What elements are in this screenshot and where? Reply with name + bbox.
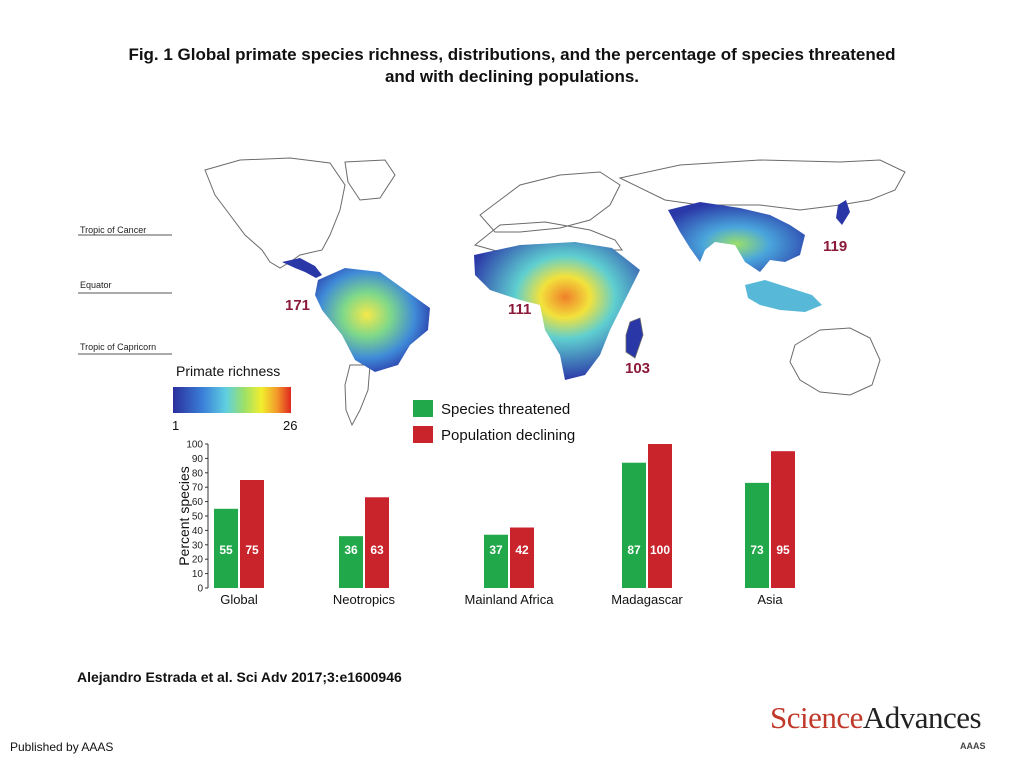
central-america-richness [282, 258, 322, 278]
greenland-outline [344, 159, 396, 201]
y-tick-label: 90 [192, 454, 204, 465]
legend-swatch-threatened [413, 400, 433, 417]
publisher-credit: Published by AAAS [10, 740, 114, 754]
x-category-label: Mainland Africa [465, 592, 555, 607]
richness-color-scale [173, 387, 291, 413]
tropic-of-capricorn-label: Tropic of Capricorn [80, 342, 156, 352]
x-category-label: Global [220, 592, 258, 607]
richness-legend: Primate richness 1 26 [172, 363, 297, 433]
y-axis-label: Percent species [176, 466, 192, 566]
bar-threatened-asia [745, 482, 769, 588]
bar-value-label: 42 [515, 543, 529, 557]
logo-word-science: Science [770, 700, 863, 735]
tropic-of-cancer-label: Tropic of Cancer [80, 225, 146, 235]
bar-declining-neotropics [365, 497, 389, 588]
world-map [204, 157, 906, 427]
latitude-references: Tropic of Cancer Equator Tropic of Capri… [78, 225, 172, 355]
bar-value-label: 75 [245, 543, 259, 557]
richness-legend-title: Primate richness [176, 363, 280, 379]
bar-threatened-mainland-africa [484, 534, 508, 588]
asia-richness [668, 202, 805, 272]
x-category-label: Neotropics [333, 592, 396, 607]
figure-title-line-1: Fig. 1 Global primate species richness, … [128, 45, 896, 64]
bar-value-label: 73 [750, 543, 764, 557]
aaas-mark: AAAS [960, 741, 986, 751]
southeast-asia-islands-richness [745, 280, 822, 312]
legend-label-declining: Population declining [441, 427, 575, 444]
y-tick-label: 20 [192, 555, 204, 566]
madagascar-richness [625, 317, 644, 359]
richness-legend-max: 26 [283, 418, 297, 433]
y-tick-label: 30 [192, 540, 204, 551]
africa-richness [474, 242, 640, 380]
figure-title: Fig. 1 Global primate species richness, … [20, 44, 1004, 88]
citation: Alejandro Estrada et al. Sci Adv 2017;3:… [77, 669, 402, 685]
x-category-label: Madagascar [611, 592, 683, 607]
bar-declining-asia [771, 451, 795, 588]
bar-value-label: 95 [776, 543, 790, 557]
south-america-outline-south [344, 364, 371, 427]
bar-value-label: 63 [370, 543, 384, 557]
europe-outline [479, 171, 621, 233]
legend-swatch-declining [413, 426, 433, 443]
y-axis-ticks: 0 10 20 30 40 50 60 70 80 90 100 [186, 440, 208, 595]
logo-word-advances: Advances [862, 700, 982, 735]
bar-value-label: 87 [627, 543, 641, 557]
region-counts: 171 111 103 119 [285, 238, 847, 377]
south-america-richness [315, 268, 430, 372]
y-tick-label: 0 [197, 584, 203, 595]
bar-value-label: 36 [344, 543, 358, 557]
bar-declining-madagascar [648, 444, 672, 588]
x-axis-labels: Global Neotropics Mainland Africa Madagasca… [220, 592, 783, 607]
richness-legend-min: 1 [172, 418, 179, 433]
japan-richness [836, 200, 850, 225]
bar-threatened-madagascar [622, 462, 646, 588]
bar-chart: Percent species 0 10 20 30 40 50 60 70 80 90 100 5… [176, 440, 795, 607]
count-asia: 119 [823, 238, 847, 255]
bar-series: 55 75 36 63 37 42 87 100 73 95 [214, 444, 795, 588]
y-tick-label: 40 [192, 526, 204, 537]
y-tick-label: 70 [192, 483, 204, 494]
y-tick-label: 100 [186, 440, 203, 451]
bar-declining-global [240, 480, 264, 588]
count-neotropics: 171 [285, 297, 310, 314]
y-tick-label: 50 [192, 512, 204, 523]
equator-label: Equator [80, 280, 112, 290]
y-tick-label: 10 [192, 569, 204, 580]
bar-threatened-neotropics [339, 536, 363, 588]
bar-value-label: 37 [489, 543, 503, 557]
bar-declining-mainland-africa [510, 527, 534, 588]
bar-threatened-global [214, 508, 238, 588]
y-tick-label: 80 [192, 468, 204, 479]
legend-label-threatened: Species threatened [441, 401, 570, 418]
count-madagascar: 103 [625, 360, 650, 377]
count-mainland-africa: 111 [508, 301, 531, 318]
australia-outline [789, 327, 881, 396]
bar-legend: Species threatened Population declining [413, 400, 575, 444]
north-asia-outline [618, 159, 906, 211]
science-advances-logo: ScienceAdvances [770, 700, 982, 736]
bar-value-label: 55 [219, 543, 233, 557]
bar-value-label: 100 [650, 543, 670, 557]
y-tick-label: 60 [192, 497, 204, 508]
x-category-label: Asia [757, 592, 783, 607]
figure-title-line-2: and with declining populations. [384, 67, 640, 86]
north-america-outline [204, 157, 346, 269]
